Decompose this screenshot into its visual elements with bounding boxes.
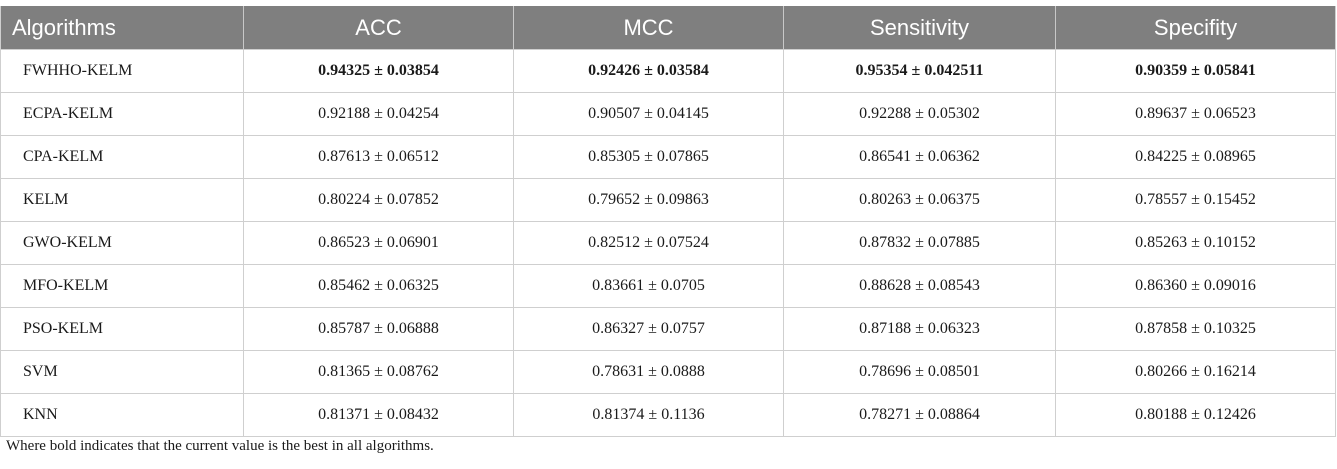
mcc-value: 0.90507 ± 0.04145 <box>513 92 784 136</box>
specifity-value: 0.89637 ± 0.06523 <box>1055 92 1336 136</box>
sensitivity-value: 0.95354 ± 0.042511 <box>783 49 1056 93</box>
mcc-value: 0.78631 ± 0.0888 <box>513 350 784 394</box>
table-row: FWHHO-KELM 0.94325 ± 0.03854 0.92426 ± 0… <box>0 49 1336 93</box>
table-row: CPA-KELM 0.87613 ± 0.06512 0.85305 ± 0.0… <box>0 135 1336 179</box>
table-row: MFO-KELM 0.85462 ± 0.06325 0.83661 ± 0.0… <box>0 264 1336 308</box>
specifity-value: 0.85263 ± 0.10152 <box>1055 221 1336 265</box>
table-body: FWHHO-KELM 0.94325 ± 0.03854 0.92426 ± 0… <box>0 49 1336 437</box>
table-row: ECPA-KELM 0.92188 ± 0.04254 0.90507 ± 0.… <box>0 92 1336 136</box>
algorithm-name: MFO-KELM <box>0 264 244 308</box>
header-algorithms: Algorithms <box>0 6 244 50</box>
algorithm-name: SVM <box>0 350 244 394</box>
specifity-value: 0.87858 ± 0.10325 <box>1055 307 1336 351</box>
acc-value: 0.92188 ± 0.04254 <box>243 92 514 136</box>
header-sensitivity: Sensitivity <box>783 6 1056 50</box>
header-acc: ACC <box>243 6 514 50</box>
algorithm-name: GWO-KELM <box>0 221 244 265</box>
acc-value: 0.86523 ± 0.06901 <box>243 221 514 265</box>
header-mcc: MCC <box>513 6 784 50</box>
mcc-value: 0.86327 ± 0.0757 <box>513 307 784 351</box>
algorithm-name: KELM <box>0 178 244 222</box>
specifity-value: 0.80188 ± 0.12426 <box>1055 393 1336 437</box>
header-specifity: Specifity <box>1153 14 1238 40</box>
sensitivity-value: 0.86541 ± 0.06362 <box>783 135 1056 179</box>
sensitivity-value: 0.78696 ± 0.08501 <box>783 350 1056 394</box>
acc-value: 0.85787 ± 0.06888 <box>243 307 514 351</box>
table-header: Algorithms ACC MCC Sensitivity Specifity <box>0 6 1336 50</box>
sensitivity-value: 0.87832 ± 0.07885 <box>783 221 1056 265</box>
algorithm-name: FWHHO-KELM <box>0 49 244 93</box>
table-row: KELM 0.80224 ± 0.07852 0.79652 ± 0.09863… <box>0 178 1336 222</box>
algorithm-name: CPA-KELM <box>0 135 244 179</box>
table-footnote: Where bold indicates that the current va… <box>6 438 434 454</box>
mcc-value: 0.81374 ± 0.1136 <box>513 393 784 437</box>
acc-value: 0.94325 ± 0.03854 <box>243 49 514 93</box>
results-table-container: Algorithms ACC MCC Sensitivity Specifity… <box>0 6 1336 437</box>
acc-value: 0.85462 ± 0.06325 <box>243 264 514 308</box>
algorithm-name: KNN <box>0 393 244 437</box>
mcc-value: 0.92426 ± 0.03584 <box>513 49 784 93</box>
mcc-value: 0.85305 ± 0.07865 <box>513 135 784 179</box>
acc-value: 0.87613 ± 0.06512 <box>243 135 514 179</box>
sensitivity-value: 0.87188 ± 0.06323 <box>783 307 1056 351</box>
header-row: Algorithms ACC MCC Sensitivity Specifity <box>0 6 1336 50</box>
acc-value: 0.80224 ± 0.07852 <box>243 178 514 222</box>
table-row: PSO-KELM 0.85787 ± 0.06888 0.86327 ± 0.0… <box>0 307 1336 351</box>
acc-value: 0.81365 ± 0.08762 <box>243 350 514 394</box>
algorithm-name: PSO-KELM <box>0 307 244 351</box>
acc-value: 0.81371 ± 0.08432 <box>243 393 514 437</box>
table-row: SVM 0.81365 ± 0.08762 0.78631 ± 0.0888 0… <box>0 350 1336 394</box>
sensitivity-value: 0.80263 ± 0.06375 <box>783 178 1056 222</box>
sensitivity-value: 0.88628 ± 0.08543 <box>783 264 1056 308</box>
mcc-value: 0.79652 ± 0.09863 <box>513 178 784 222</box>
specifity-value: 0.86360 ± 0.09016 <box>1055 264 1336 308</box>
specifity-value: 0.78557 ± 0.15452 <box>1055 178 1336 222</box>
specifity-value: 0.80266 ± 0.16214 <box>1055 350 1336 394</box>
sensitivity-value: 0.92288 ± 0.05302 <box>783 92 1056 136</box>
table-row: KNN 0.81371 ± 0.08432 0.81374 ± 0.1136 0… <box>0 393 1336 437</box>
table-row: GWO-KELM 0.86523 ± 0.06901 0.82512 ± 0.0… <box>0 221 1336 265</box>
specifity-value: 0.90359 ± 0.05841 <box>1055 49 1336 93</box>
specifity-value: 0.84225 ± 0.08965 <box>1055 135 1336 179</box>
mcc-value: 0.83661 ± 0.0705 <box>513 264 784 308</box>
mcc-value: 0.82512 ± 0.07524 <box>513 221 784 265</box>
algorithm-name: ECPA-KELM <box>0 92 244 136</box>
results-table: Algorithms ACC MCC Sensitivity Specifity… <box>0 6 1336 437</box>
sensitivity-value: 0.78271 ± 0.08864 <box>783 393 1056 437</box>
